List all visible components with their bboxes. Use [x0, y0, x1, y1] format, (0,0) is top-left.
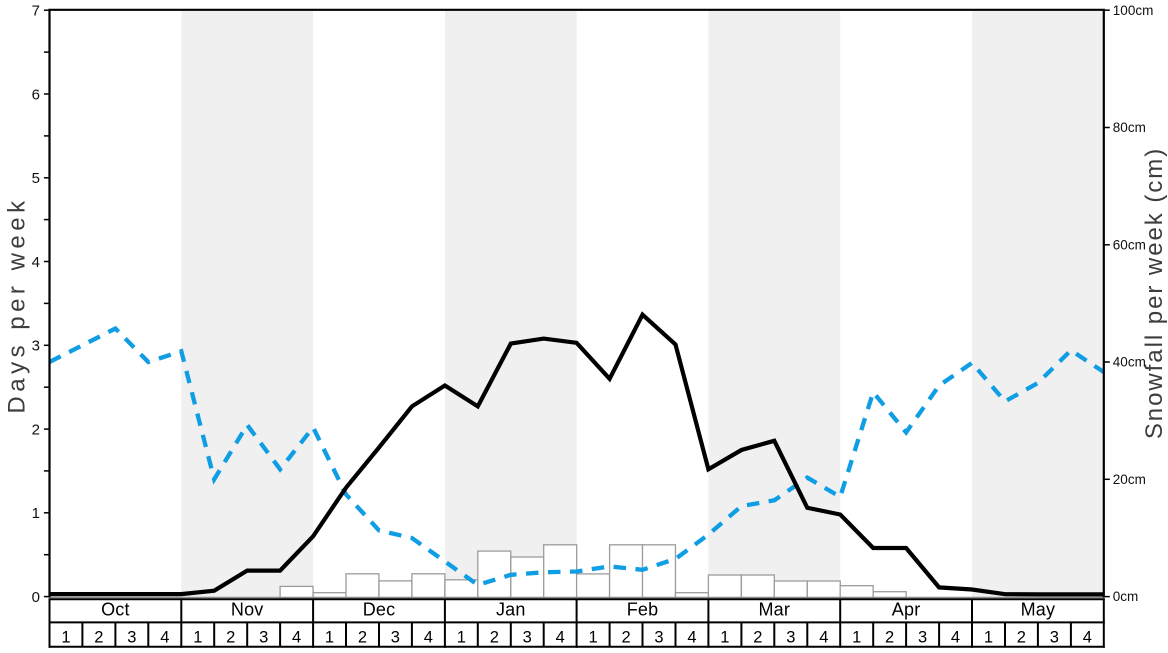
svg-text:100cm: 100cm [1113, 3, 1154, 18]
svg-text:2: 2 [32, 421, 40, 438]
svg-text:2: 2 [622, 629, 631, 647]
svg-text:4: 4 [32, 254, 40, 271]
svg-text:1: 1 [852, 629, 861, 647]
svg-text:1: 1 [61, 629, 70, 647]
svg-text:1: 1 [193, 629, 202, 647]
svg-text:40cm: 40cm [1113, 355, 1146, 370]
svg-text:3: 3 [391, 629, 400, 647]
svg-text:3: 3 [1050, 629, 1059, 647]
svg-text:Nov: Nov [231, 599, 264, 619]
svg-text:4: 4 [951, 629, 960, 647]
svg-text:Apr: Apr [892, 599, 921, 619]
svg-text:0: 0 [32, 589, 40, 606]
svg-text:4: 4 [424, 629, 433, 647]
svg-text:2: 2 [226, 629, 235, 647]
svg-text:1: 1 [325, 629, 334, 647]
svg-text:6: 6 [32, 86, 40, 103]
svg-text:2: 2 [358, 629, 367, 647]
svg-text:4: 4 [160, 629, 169, 647]
svg-text:2: 2 [94, 629, 103, 647]
svg-text:80cm: 80cm [1113, 120, 1146, 135]
svg-text:3: 3 [786, 629, 795, 647]
svg-text:1: 1 [32, 505, 40, 522]
svg-text:7: 7 [32, 3, 40, 20]
svg-text:60cm: 60cm [1113, 237, 1146, 252]
svg-text:4: 4 [819, 629, 828, 647]
svg-text:1: 1 [720, 629, 729, 647]
svg-text:Feb: Feb [627, 599, 659, 619]
svg-text:5: 5 [32, 170, 40, 187]
svg-text:4: 4 [687, 629, 696, 647]
svg-text:May: May [1021, 599, 1056, 619]
svg-text:3: 3 [32, 338, 40, 355]
svg-text:Days per week: Days per week [4, 196, 31, 413]
svg-text:20cm: 20cm [1113, 472, 1146, 487]
svg-text:Dec: Dec [363, 599, 396, 619]
svg-text:3: 3 [127, 629, 136, 647]
svg-text:3: 3 [918, 629, 927, 647]
svg-text:4: 4 [1083, 629, 1092, 647]
svg-text:0cm: 0cm [1113, 589, 1139, 604]
svg-text:3: 3 [654, 629, 663, 647]
svg-text:Oct: Oct [101, 599, 130, 619]
svg-text:2: 2 [1017, 629, 1026, 647]
svg-text:1: 1 [589, 629, 598, 647]
svg-text:2: 2 [753, 629, 762, 647]
svg-text:4: 4 [292, 629, 301, 647]
svg-text:3: 3 [523, 629, 532, 647]
svg-text:2: 2 [490, 629, 499, 647]
svg-text:3: 3 [259, 629, 268, 647]
svg-text:2: 2 [885, 629, 894, 647]
svg-text:Mar: Mar [758, 599, 790, 619]
svg-text:Jan: Jan [496, 599, 526, 619]
svg-text:1: 1 [457, 629, 466, 647]
svg-text:Snowfall per week (cm): Snowfall per week (cm) [1141, 147, 1168, 439]
svg-text:4: 4 [556, 629, 565, 647]
svg-text:1: 1 [984, 629, 993, 647]
